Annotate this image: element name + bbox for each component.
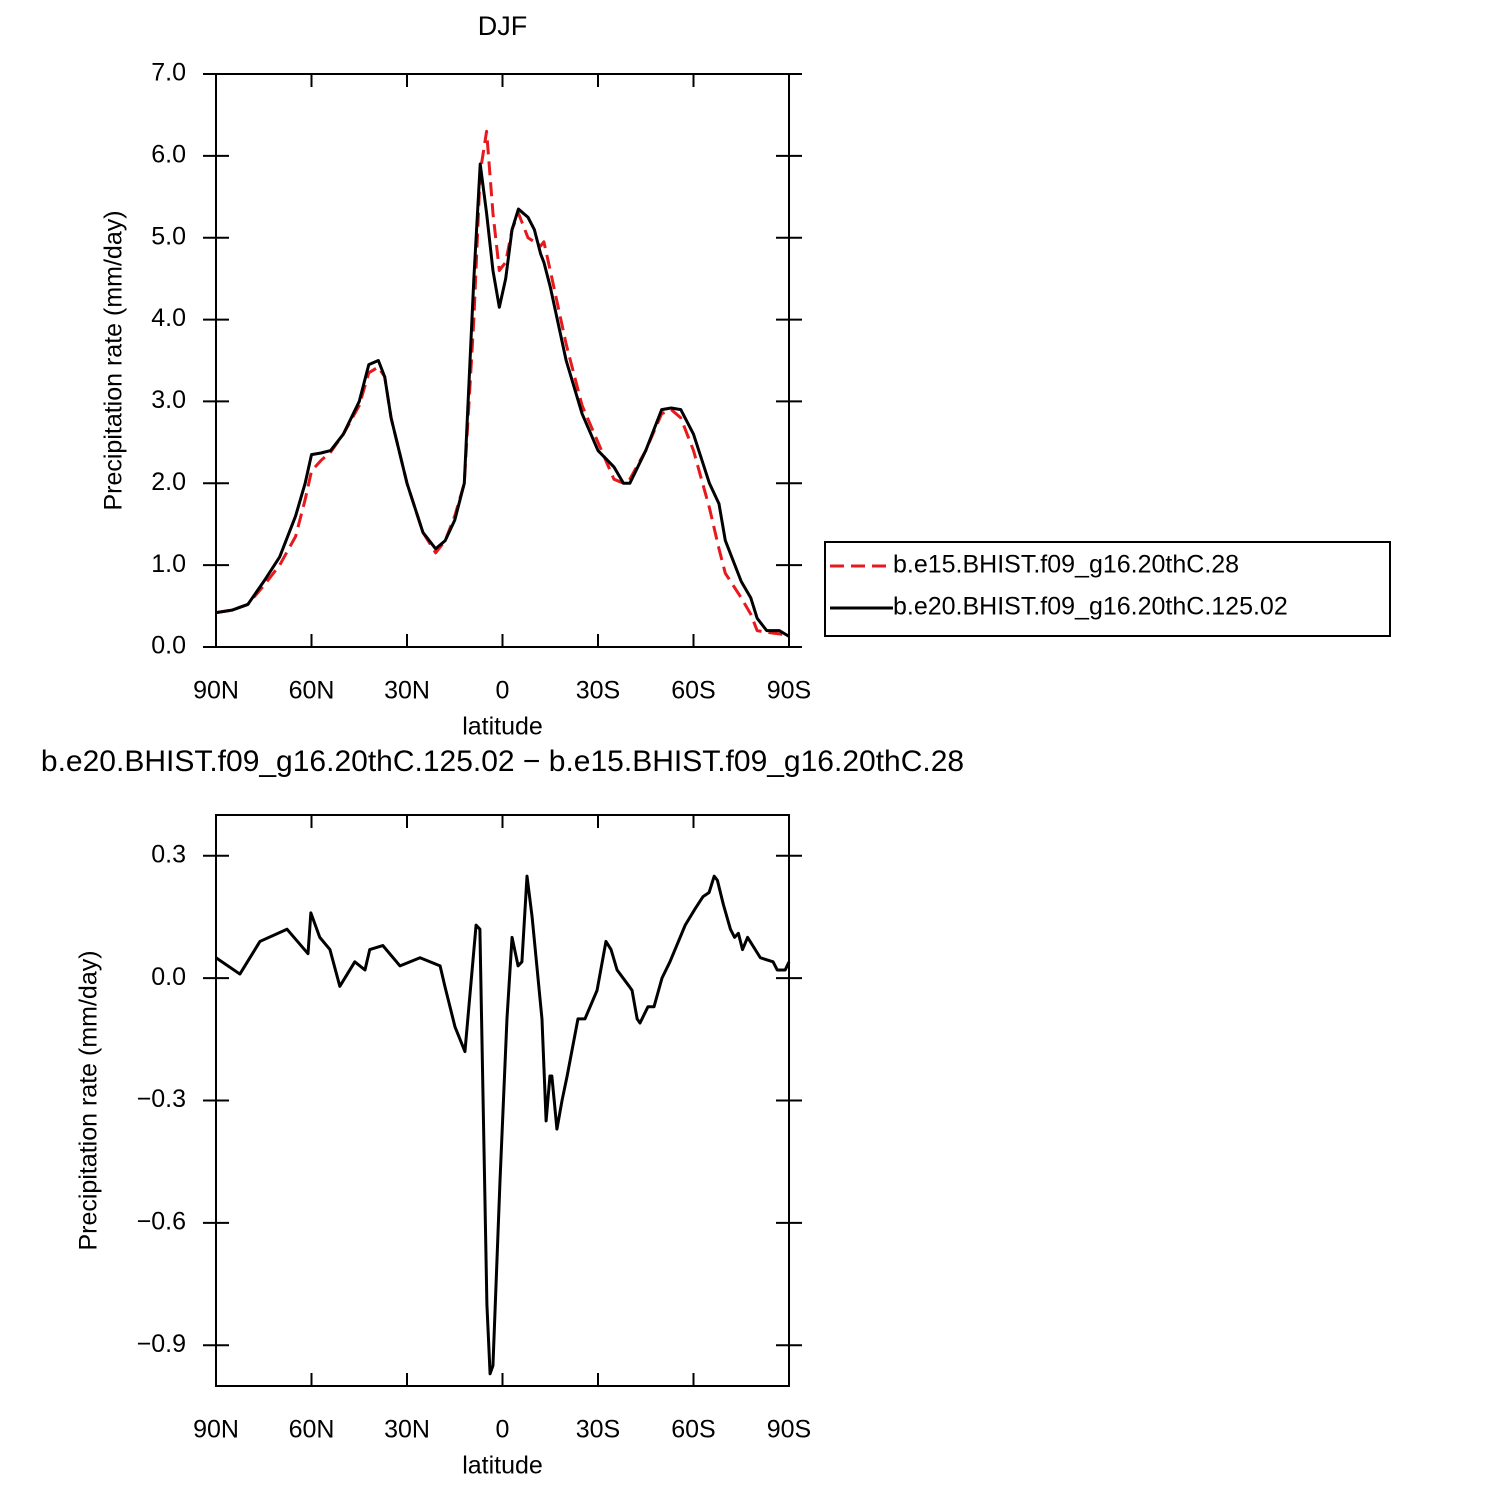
legend-box (824, 541, 1391, 637)
y-tick-label: 3.0 (151, 386, 186, 414)
plot-frame (215, 814, 790, 1387)
x-tick-label: 90N (193, 1416, 239, 1444)
legend-label: b.e20.BHIST.f09_g16.20thC.125.02 (893, 593, 1288, 621)
y-tick-label: 1.0 (151, 550, 186, 578)
y-tick-label: 5.0 (151, 222, 186, 250)
legend-label: b.e15.BHIST.f09_g16.20thC.28 (893, 551, 1239, 579)
x-tick-label: 90N (193, 677, 239, 705)
x-tick-label: 60N (289, 677, 335, 705)
y-tick-label: −0.9 (137, 1330, 186, 1358)
x-tick-label: 30S (576, 1416, 620, 1444)
x-tick-label: 30N (384, 1416, 430, 1444)
y-tick-label: 0.3 (151, 840, 186, 868)
x-tick-label: 0 (496, 1416, 510, 1444)
x-tick-label: 90S (767, 677, 811, 705)
x-tick-label: 90S (767, 1416, 811, 1444)
series-line (215, 874, 791, 1376)
x-tick-label: 60S (671, 677, 715, 705)
plot-frame (215, 73, 790, 648)
x-tick-label: 60N (289, 1416, 335, 1444)
y-axis-label: Precipitation rate (mm/day) (75, 950, 103, 1250)
y-axis-label: Precipitation rate (mm/day) (100, 210, 128, 510)
x-axis-label: latitude (462, 1452, 543, 1480)
x-tick-label: 60S (671, 1416, 715, 1444)
y-tick-label: 0.0 (151, 963, 186, 991)
x-axis-label: latitude (462, 713, 543, 741)
series-line (215, 129, 790, 638)
y-tick-label: −0.3 (137, 1085, 186, 1113)
x-tick-label: 30N (384, 677, 430, 705)
y-tick-label: 4.0 (151, 304, 186, 332)
x-tick-label: 30S (576, 677, 620, 705)
y-tick-label: 6.0 (151, 140, 186, 168)
y-tick-label: 7.0 (151, 59, 186, 87)
x-tick-label: 0 (496, 677, 510, 705)
chart-title: DJF (478, 11, 528, 41)
y-tick-label: 2.0 (151, 468, 186, 496)
series-line (215, 162, 790, 638)
chart-title: b.e20.BHIST.f09_g16.20thC.125.02 − b.e15… (41, 745, 964, 778)
y-tick-label: −0.6 (137, 1207, 186, 1235)
y-tick-label: 0.0 (151, 632, 186, 660)
